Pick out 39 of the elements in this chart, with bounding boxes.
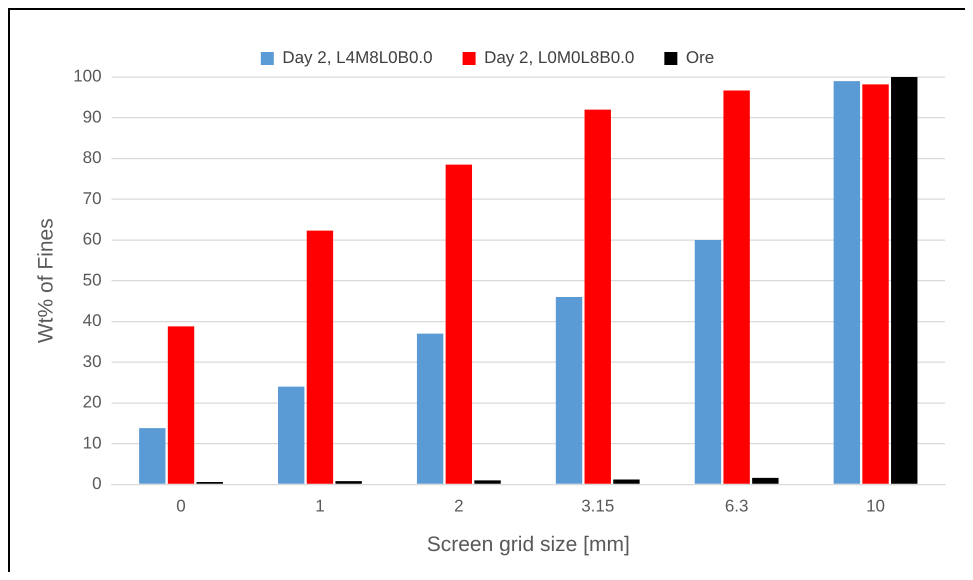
bar xyxy=(834,81,860,484)
y-tick-label: 20 xyxy=(82,392,102,412)
bar xyxy=(723,90,750,484)
bar xyxy=(694,240,722,484)
y-tick-label: 90 xyxy=(82,107,102,126)
bar xyxy=(335,481,362,484)
bar xyxy=(278,386,304,484)
bar xyxy=(862,84,889,484)
x-tick-label: 2 xyxy=(454,496,464,516)
bar xyxy=(474,480,501,484)
bar xyxy=(168,326,194,484)
y-tick-label: 10 xyxy=(82,433,102,452)
bar xyxy=(613,480,640,484)
y-axis-title: Wt% of Fines xyxy=(34,218,58,344)
x-tick-label: 10 xyxy=(866,496,886,516)
y-tick-label: 40 xyxy=(82,311,102,330)
bar xyxy=(416,334,444,484)
bar xyxy=(752,478,779,484)
bar xyxy=(556,296,582,484)
legend-label: Day 2, L4M8L0B0.0 xyxy=(282,48,433,68)
bar xyxy=(891,77,918,484)
bar xyxy=(139,428,166,484)
bar xyxy=(584,110,611,484)
y-tick-label: 30 xyxy=(82,352,102,371)
x-tick-label: 1 xyxy=(315,496,325,516)
y-tick-label: 50 xyxy=(82,270,102,290)
x-tick-label: 6.3 xyxy=(724,496,748,516)
y-tick-label: 70 xyxy=(82,188,102,208)
y-tick-label: 100 xyxy=(73,66,102,86)
y-tick-label: 80 xyxy=(82,148,102,168)
legend-label: Day 2, L0M0L8B0.0 xyxy=(484,48,634,68)
x-axis-title: Screen grid size [mm] xyxy=(426,533,630,556)
y-tick-label: 60 xyxy=(82,230,102,249)
legend-label: Ore xyxy=(686,48,714,68)
x-tick-label: 3.15 xyxy=(581,496,614,516)
y-tick-label: 0 xyxy=(92,474,102,494)
x-tick-label: 0 xyxy=(176,496,186,516)
bar xyxy=(306,230,334,484)
bar xyxy=(446,164,472,484)
